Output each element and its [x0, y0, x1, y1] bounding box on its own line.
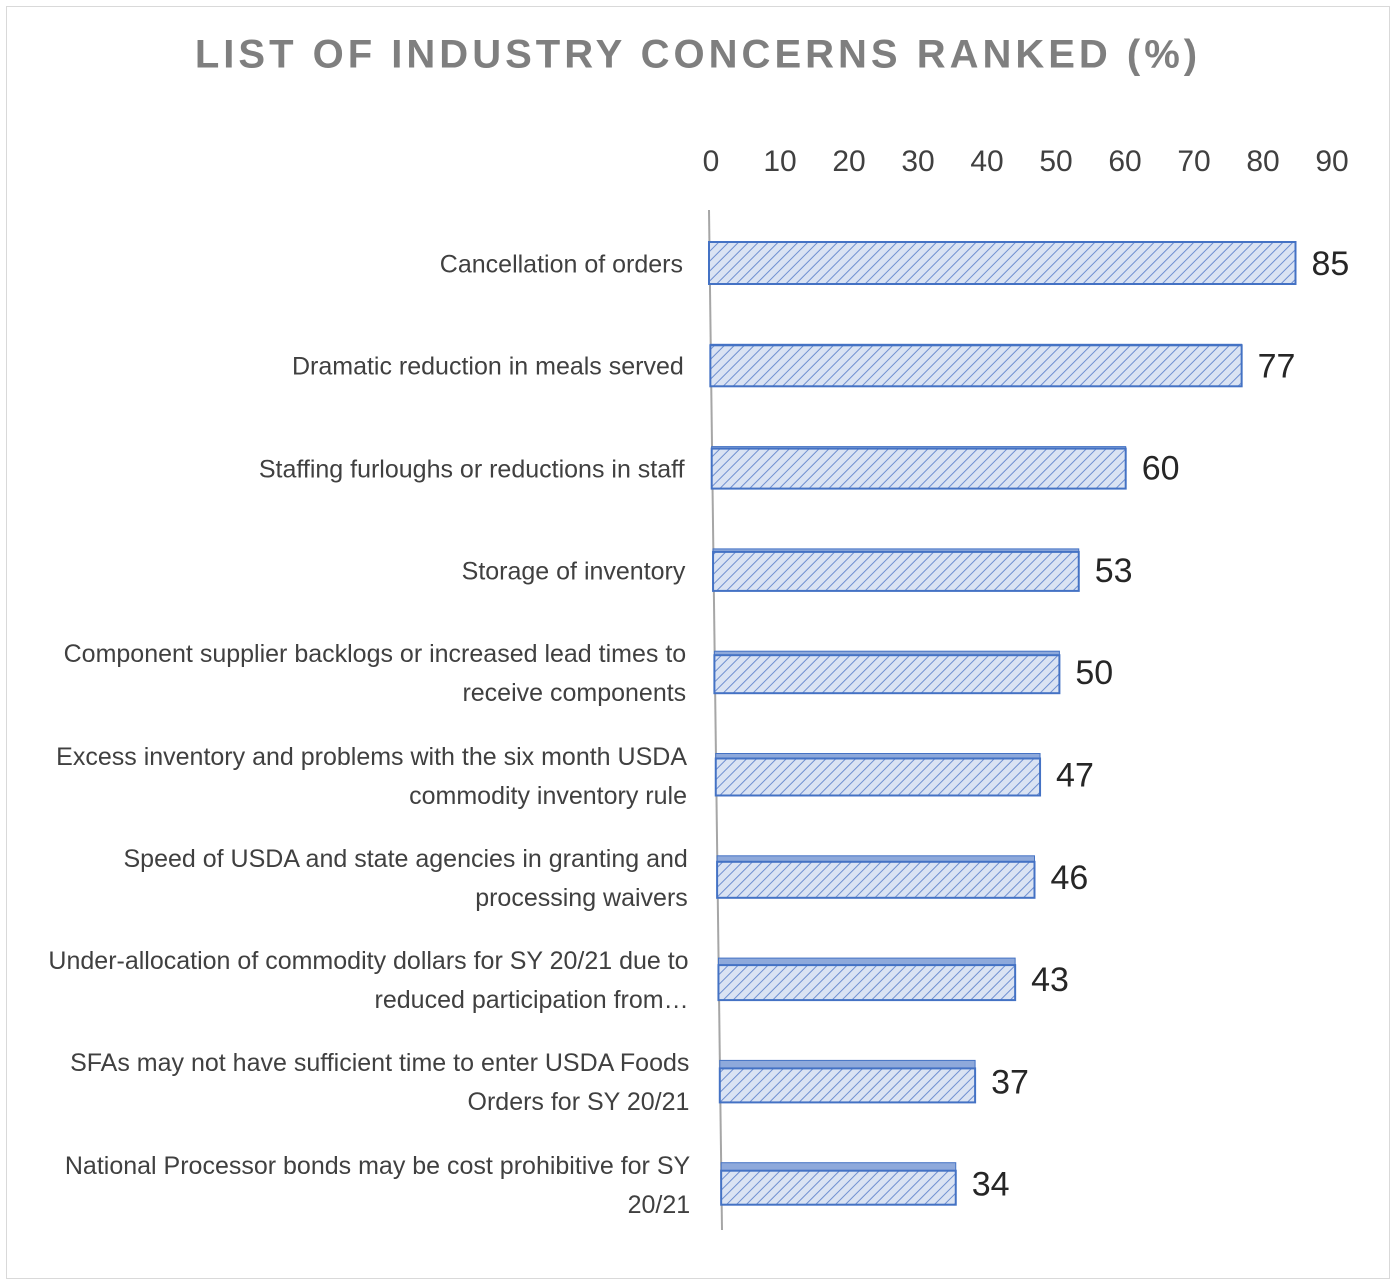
bar: [710, 446, 1127, 490]
bar: [709, 343, 1243, 388]
bar: [708, 241, 1297, 285]
bar: [718, 1059, 977, 1104]
category-label: Storage of inventory: [461, 557, 686, 586]
value-label: 77: [1258, 347, 1296, 385]
x-tick-label: 30: [901, 145, 934, 178]
x-tick-label: 40: [970, 145, 1003, 178]
category-label: SFAs may not have sufficient time to ent…: [70, 1049, 690, 1117]
category-label: Dramatic reduction in meals served: [291, 352, 684, 381]
category-label: Cancellation of orders: [439, 250, 683, 279]
value-label: 46: [1051, 859, 1089, 897]
value-label: 47: [1056, 756, 1094, 794]
x-tick-label: 0: [703, 145, 720, 178]
x-tick-label: 10: [763, 145, 796, 178]
category-label: Speed of USDA and state agencies in gran…: [123, 844, 688, 912]
category-label: Component supplier backlogs or increased…: [63, 640, 687, 708]
chart-frame: [6, 6, 1390, 1279]
category-label: National Processor bonds may be cost pro…: [64, 1151, 691, 1219]
bar: [720, 1162, 957, 1206]
x-tick-label: 20: [832, 145, 865, 178]
value-label: 50: [1075, 654, 1113, 692]
x-tick-label: 70: [1177, 145, 1210, 178]
category-label: Staffing furloughs or reductions in staf…: [258, 455, 685, 484]
x-tick-label: 80: [1246, 145, 1279, 178]
value-label: 43: [1031, 961, 1069, 999]
value-label: 85: [1312, 245, 1350, 283]
category-label: Under-allocation of commodity dollars fo…: [48, 947, 689, 1015]
bar: [716, 855, 1036, 899]
chart-title: LIST OF INDUSTRY CONCERNS RANKED (%): [195, 33, 1201, 77]
bar: [713, 650, 1061, 695]
category-label: Excess inventory and problems with the s…: [56, 742, 687, 810]
x-tick-label: 50: [1039, 145, 1072, 178]
bar: [717, 957, 1017, 1002]
value-label: 60: [1142, 450, 1180, 488]
value-label: 34: [972, 1166, 1010, 1204]
value-label: 53: [1095, 552, 1133, 590]
x-tick-label: 90: [1315, 145, 1348, 178]
bar: [714, 753, 1042, 797]
value-label: 37: [991, 1063, 1029, 1101]
bar: [712, 548, 1080, 592]
x-tick-label: 60: [1108, 145, 1141, 178]
